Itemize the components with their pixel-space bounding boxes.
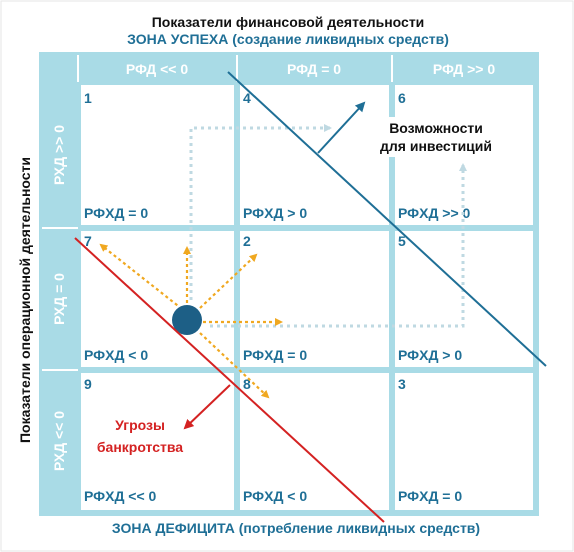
opportunity-label-line-2: для инвестиций	[380, 138, 492, 154]
cell-number-2: 2	[243, 233, 251, 249]
cell-number-4: 4	[243, 90, 251, 106]
opportunity-arrow	[317, 101, 366, 154]
column-header-1: РФД << 0	[126, 61, 188, 77]
threat-label-line-1: Угрозы	[115, 417, 165, 433]
cell-label-9: РФХД << 0	[84, 488, 157, 504]
row-header-2: РХД = 0	[51, 273, 67, 325]
cell-numbers: 1 4 6 7 2 5 9 8 3	[84, 90, 406, 392]
threat-arrow	[183, 384, 231, 430]
orange-arrows	[99, 243, 283, 399]
cell-label-8: РФХД < 0	[243, 488, 307, 504]
column-header-2: РФД = 0	[287, 61, 341, 77]
header-separators	[42, 55, 393, 371]
top-zone-label: ЗОНА УСПЕХА (создание ликвидных средств)	[127, 31, 449, 47]
column-header-band	[42, 55, 536, 82]
current-position-dot	[172, 305, 202, 335]
row-header-3: РХД << 0	[51, 411, 67, 471]
column-header-3: РФД >> 0	[433, 61, 495, 77]
cell-number-1: 1	[84, 90, 92, 106]
cell-label-4: РФХД > 0	[243, 205, 307, 221]
cell-number-6: 6	[398, 90, 406, 106]
development-paths	[189, 124, 467, 328]
bottom-zone-label: ЗОНА ДЕФИЦИТА (потребление ликвидных сре…	[112, 520, 480, 536]
opportunity-boundary-line	[227, 71, 547, 367]
opportunity-label-line-1: Возможности	[389, 120, 483, 136]
cell-number-9: 9	[84, 376, 92, 392]
row-header-1: РХД >> 0	[51, 125, 67, 185]
cell-label-1: РФХД = 0	[84, 205, 148, 221]
cell-number-5: 5	[398, 233, 406, 249]
left-axis-title: Показатели операционной деятельности	[17, 157, 33, 443]
opportunity-label: Возможности для инвестиций	[374, 117, 500, 157]
cell-number-3: 3	[398, 376, 406, 392]
threat-label: Угрозы банкротства	[97, 417, 183, 455]
cell-label-2: РФХД = 0	[243, 347, 307, 363]
cell-label-5: РФХД > 0	[398, 347, 462, 363]
cell-number-8: 8	[243, 376, 251, 392]
cell-labels: РФХД = 0 РФХД > 0 РФХД >> 0 РФХД < 0 РФХ…	[84, 205, 471, 504]
threat-label-line-2: банкротства	[97, 439, 183, 455]
cell-label-3: РФХД = 0	[398, 488, 462, 504]
cell-label-6: РФХД >> 0	[398, 205, 471, 221]
row-header-band	[42, 82, 78, 513]
cell-label-7: РФХД < 0	[84, 347, 148, 363]
threat-boundary-line	[74, 237, 385, 523]
cell-number-7: 7	[84, 233, 92, 249]
diagram-title: Показатели финансовой деятельности	[152, 14, 425, 30]
